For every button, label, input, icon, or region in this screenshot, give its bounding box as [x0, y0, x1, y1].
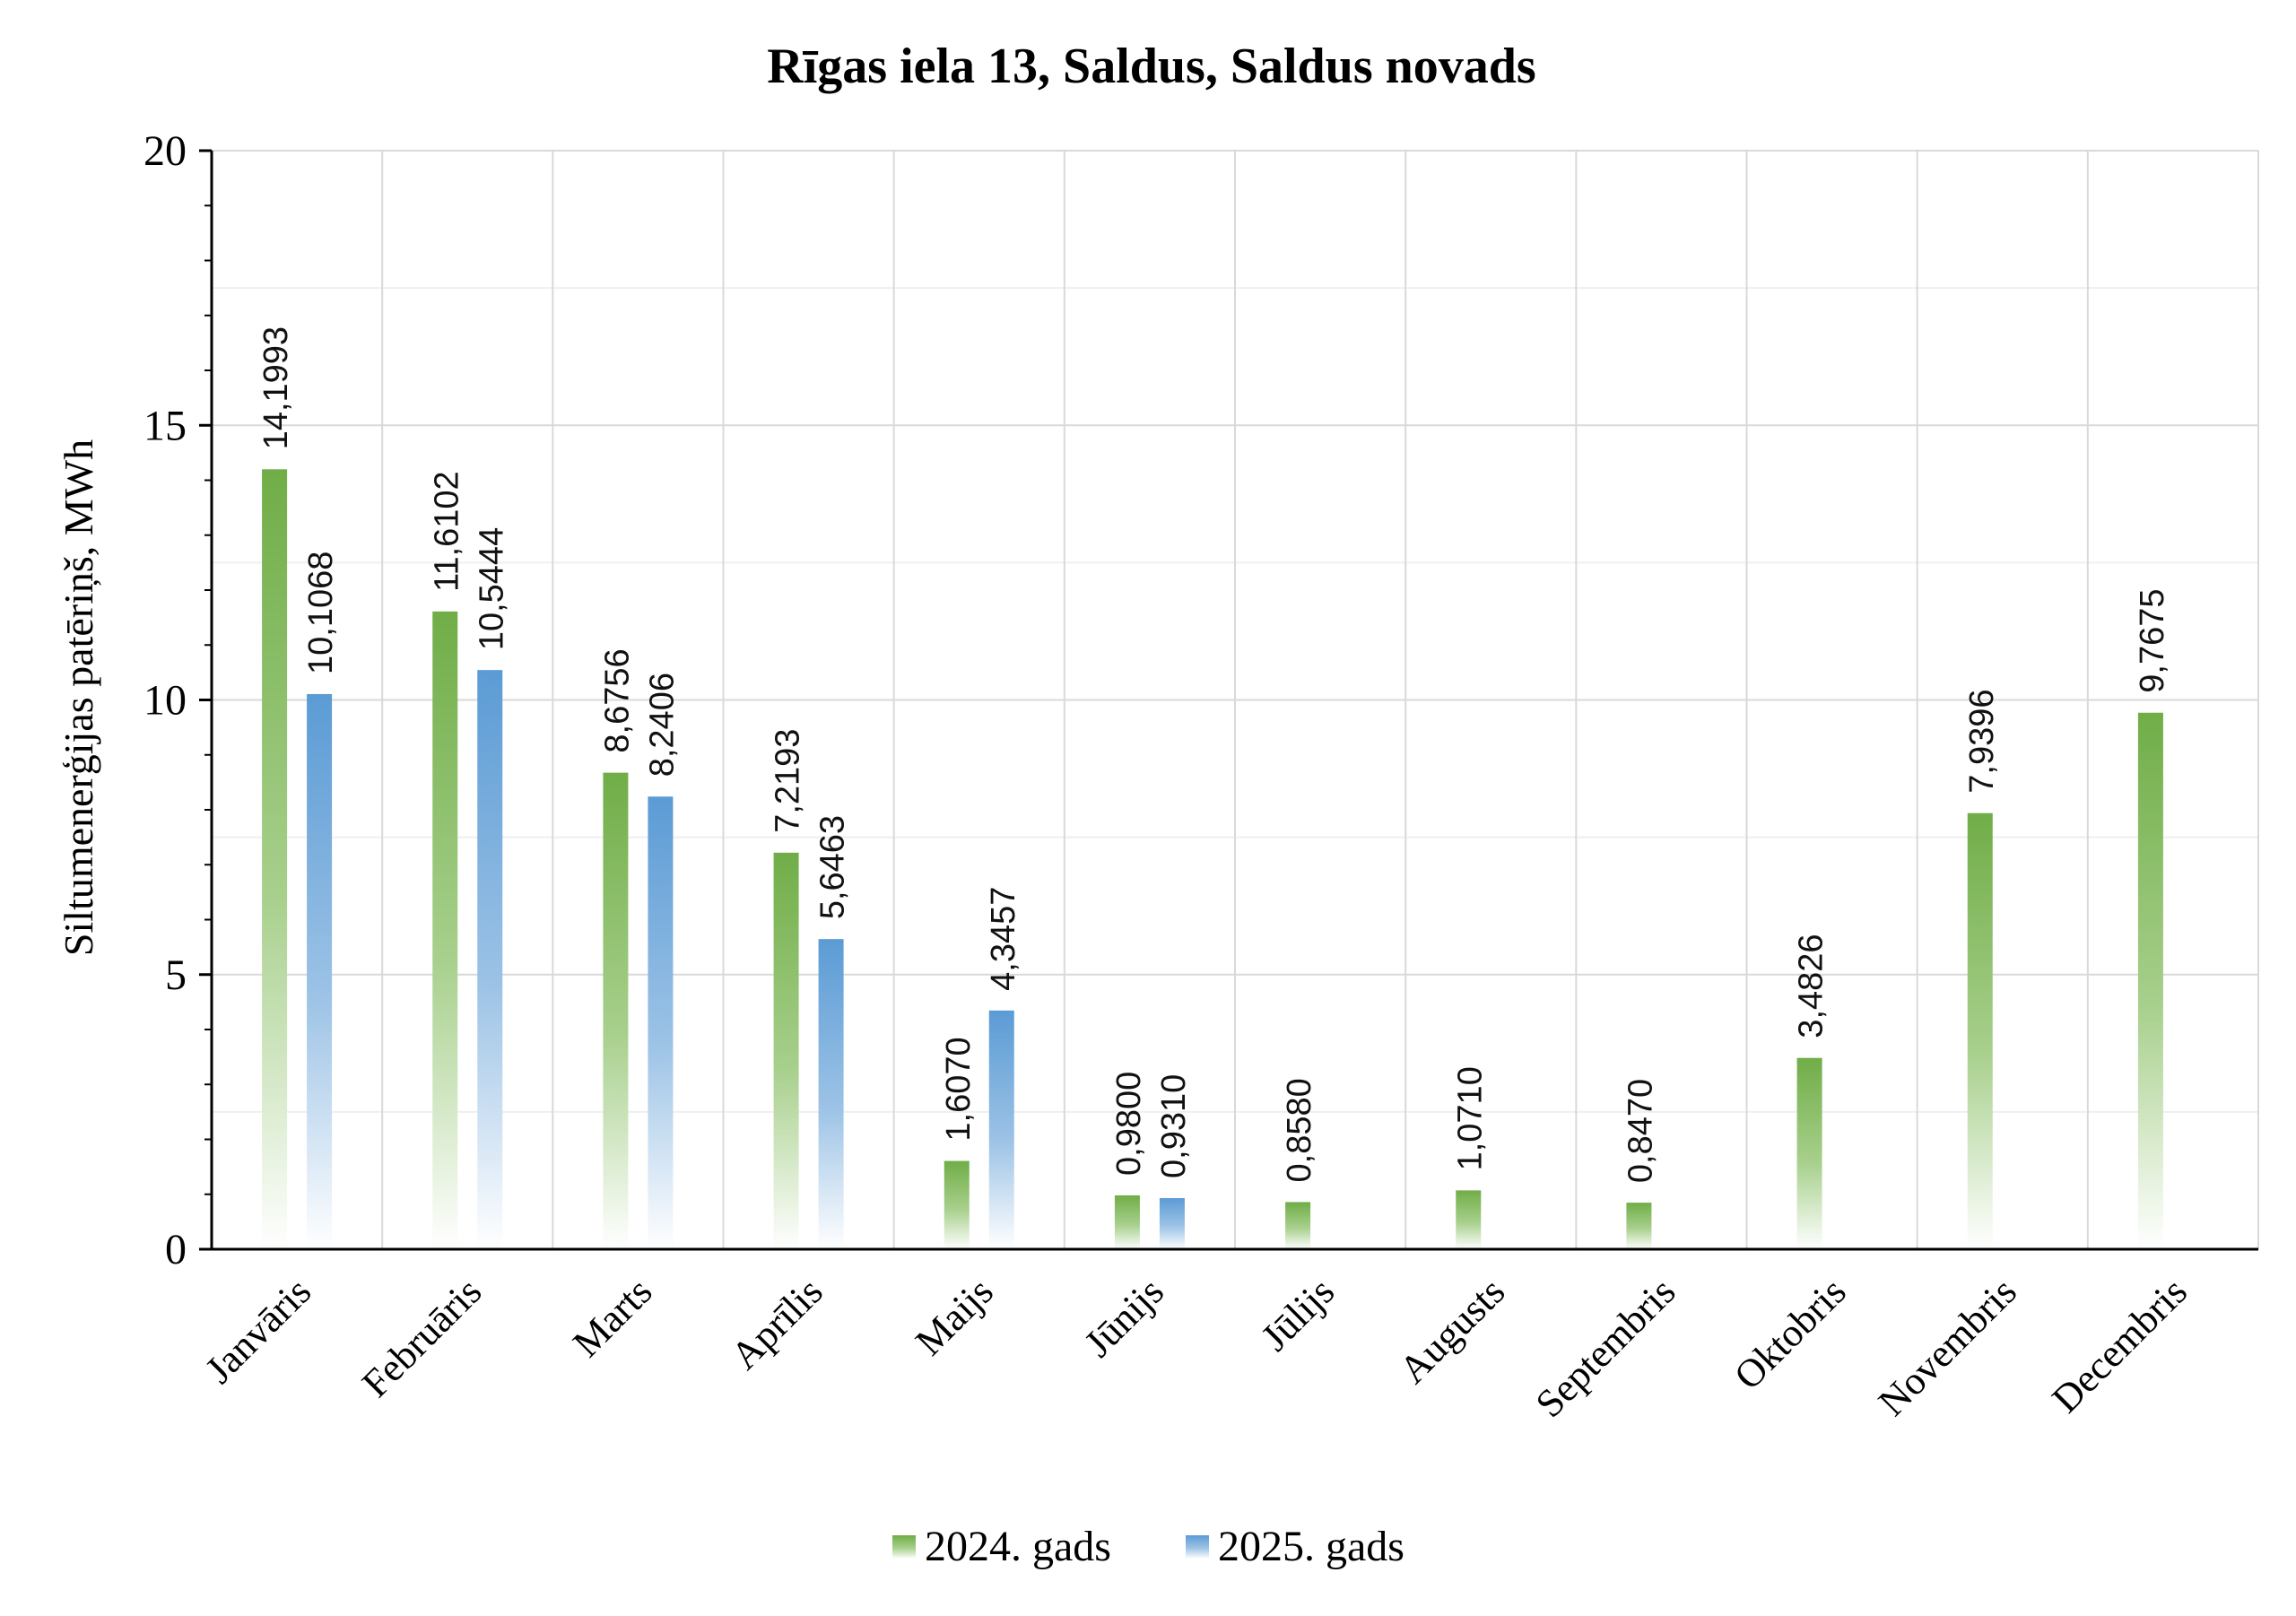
x-category-label: Februāris	[353, 1269, 490, 1405]
data-label: 7,9396	[1963, 689, 2001, 793]
data-label: 1,0710	[1451, 1066, 1489, 1170]
x-category-label: Jūnijs	[1076, 1269, 1172, 1365]
x-category-label: Jūlijs	[1253, 1269, 1343, 1359]
bar-1-2	[648, 796, 674, 1249]
bar-0-2	[603, 772, 629, 1249]
x-category-label: Novembris	[1870, 1269, 2025, 1424]
bar-0-9	[1796, 1057, 1822, 1249]
data-label: 1,6070	[940, 1037, 978, 1141]
bar-1-4	[988, 1010, 1014, 1249]
y-axis-title: Siltumenerģijas patēriņš, MWh	[56, 439, 101, 956]
bar-1-1	[477, 670, 503, 1249]
data-label: 8,6756	[598, 648, 636, 752]
bar-0-4	[944, 1160, 970, 1249]
x-category-label: Marts	[564, 1269, 660, 1365]
legend-swatch-0	[892, 1535, 916, 1559]
data-label: 11,6102	[428, 471, 465, 592]
x-category-label: Maijs	[907, 1269, 1002, 1364]
x-category-label: Aprīlis	[723, 1269, 831, 1377]
bar-0-0	[262, 469, 288, 1249]
data-label: 10,5444	[473, 527, 510, 650]
bar-0-3	[773, 852, 799, 1249]
y-tick-label: 5	[165, 951, 187, 999]
bar-0-8	[1626, 1203, 1652, 1249]
data-label: 0,9310	[1155, 1074, 1193, 1178]
data-label: 9,7675	[2134, 589, 2171, 693]
data-label: 4,3457	[985, 887, 1022, 991]
x-category-label: Septembris	[1527, 1269, 1684, 1426]
legend-swatch-1	[1186, 1535, 1209, 1559]
x-category-label: Oktobris	[1726, 1269, 1855, 1398]
bar-0-11	[2137, 712, 2163, 1249]
data-label: 5,6463	[814, 815, 852, 919]
data-label: 8,2406	[643, 673, 681, 777]
bar-0-6	[1285, 1202, 1311, 1249]
bar-1-3	[818, 939, 844, 1249]
data-label: 7,2193	[770, 729, 807, 833]
bar-1-0	[307, 693, 333, 1249]
x-category-label: Augusts	[1391, 1269, 1514, 1392]
data-label: 10,1068	[302, 552, 340, 674]
y-tick-label: 15	[144, 402, 187, 449]
chart-title: Rīgas iela 13, Saldus, Saldus novads	[767, 39, 1535, 94]
bar-0-5	[1114, 1195, 1140, 1249]
bar-0-1	[432, 611, 458, 1249]
legend-label-1: 2025. gads	[1218, 1523, 1405, 1570]
bar-0-10	[1967, 812, 1993, 1249]
x-category-label: Janvāris	[197, 1269, 320, 1392]
x-category-label: Decembris	[2044, 1269, 2196, 1421]
bar-0-7	[1456, 1190, 1482, 1249]
data-label: 14,1993	[257, 326, 295, 449]
y-tick-label: 20	[144, 127, 187, 175]
data-label: 3,4826	[1793, 934, 1831, 1038]
data-label: 0,9800	[1110, 1072, 1148, 1176]
data-label: 0,8470	[1622, 1079, 1659, 1183]
bar-1-5	[1159, 1197, 1185, 1249]
y-tick-label: 0	[165, 1226, 187, 1273]
data-label: 0,8580	[1281, 1078, 1318, 1182]
y-tick-label: 10	[144, 677, 187, 725]
legend-label-0: 2024. gads	[925, 1523, 1111, 1570]
